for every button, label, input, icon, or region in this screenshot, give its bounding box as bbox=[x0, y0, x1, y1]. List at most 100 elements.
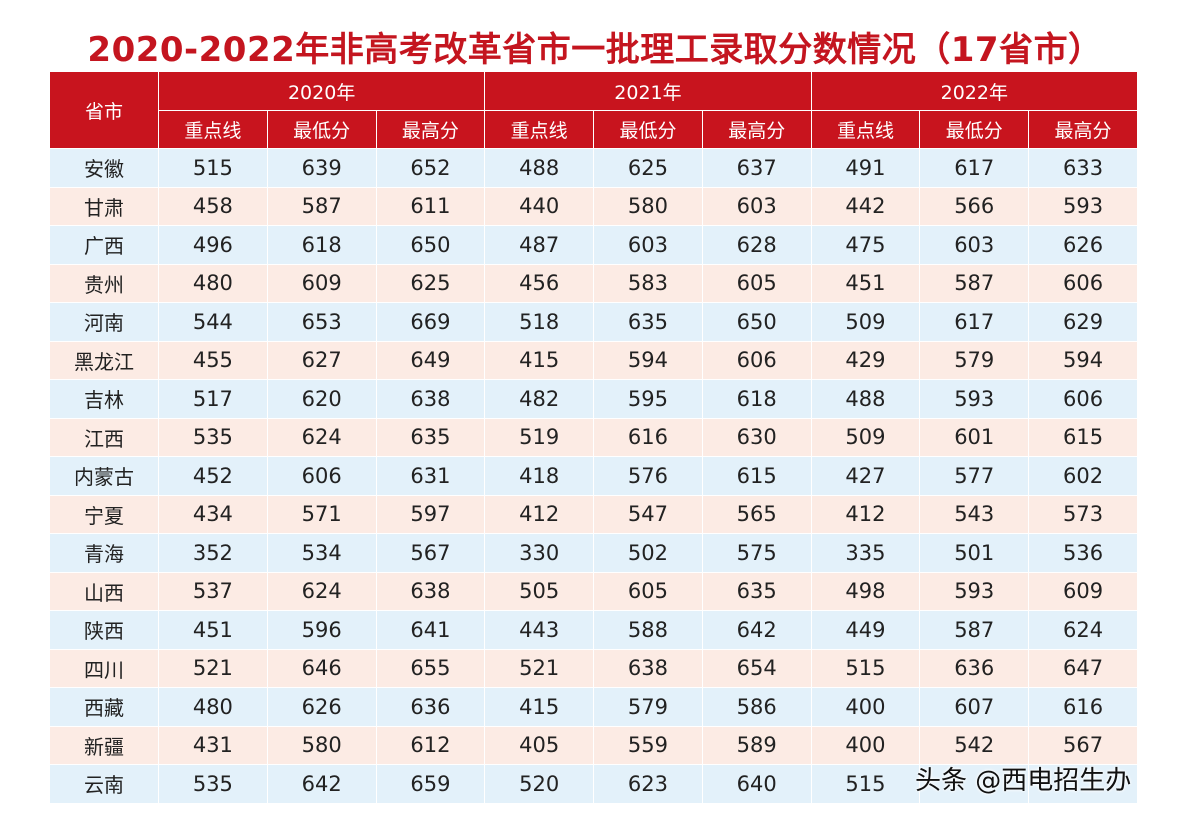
score-cell: 603 bbox=[593, 225, 703, 265]
province-cell: 广西 bbox=[50, 225, 159, 265]
score-cell: 534 bbox=[267, 533, 377, 573]
score-cell: 624 bbox=[267, 418, 377, 457]
score-cell: 638 bbox=[376, 379, 486, 419]
score-cell: 583 bbox=[593, 264, 703, 303]
score-cell: 618 bbox=[267, 225, 377, 265]
score-cell: 607 bbox=[919, 687, 1030, 727]
score-cell: 488 bbox=[484, 148, 595, 188]
score-cell: 547 bbox=[593, 495, 703, 534]
score-cell: 638 bbox=[593, 649, 703, 688]
score-cell: 611 bbox=[376, 187, 486, 226]
score-cell: 518 bbox=[484, 302, 595, 342]
score-cell: 535 bbox=[158, 418, 268, 457]
score-cell: 429 bbox=[811, 341, 921, 380]
score-cell: 515 bbox=[811, 764, 921, 804]
score-cell: 451 bbox=[158, 610, 268, 650]
year-header-2020: 2020年 bbox=[158, 72, 486, 111]
score-cell: 616 bbox=[593, 418, 703, 457]
score-cell: 579 bbox=[593, 687, 703, 727]
score-cell: 635 bbox=[702, 572, 812, 611]
score-cell: 577 bbox=[919, 456, 1030, 496]
score-cell: 650 bbox=[702, 302, 812, 342]
score-cell: 440 bbox=[484, 187, 595, 226]
table-row: 山西 537 624 638 505 605 635 498 593 609 bbox=[50, 572, 1138, 611]
score-cell: 576 bbox=[593, 456, 703, 496]
score-cell: 452 bbox=[158, 456, 268, 496]
score-cell: 542 bbox=[919, 726, 1030, 765]
province-cell: 四川 bbox=[50, 649, 159, 688]
score-cell: 488 bbox=[811, 379, 921, 419]
metric-header: 最高分 bbox=[1028, 110, 1138, 149]
score-cell: 565 bbox=[702, 495, 812, 534]
score-cell: 593 bbox=[919, 572, 1030, 611]
score-cell: 640 bbox=[702, 764, 812, 804]
score-cell: 509 bbox=[811, 302, 921, 342]
score-cell: 649 bbox=[376, 341, 486, 380]
score-cell: 501 bbox=[919, 533, 1030, 573]
score-cell: 515 bbox=[811, 649, 921, 688]
score-cell: 571 bbox=[267, 495, 377, 534]
score-cell: 603 bbox=[919, 225, 1030, 265]
score-cell: 475 bbox=[811, 225, 921, 265]
score-cell: 618 bbox=[702, 379, 812, 419]
score-cell: 659 bbox=[376, 764, 486, 804]
score-cell: 615 bbox=[1028, 418, 1138, 457]
score-cell: 593 bbox=[1028, 187, 1138, 226]
score-cell: 637 bbox=[702, 148, 812, 188]
score-cell: 580 bbox=[593, 187, 703, 226]
metric-header: 最低分 bbox=[919, 110, 1030, 149]
province-cell: 河南 bbox=[50, 302, 159, 342]
score-cell: 636 bbox=[376, 687, 486, 727]
score-cell: 626 bbox=[267, 687, 377, 727]
table-row: 黑龙江 455 627 649 415 594 606 429 579 594 bbox=[50, 341, 1138, 380]
score-cell: 612 bbox=[376, 726, 486, 765]
score-cell: 623 bbox=[593, 764, 703, 804]
score-cell bbox=[1028, 764, 1138, 804]
header-row-metrics: 重点线 最低分 最高分 重点线 最低分 最高分 重点线 最低分 最高分 bbox=[50, 110, 1138, 149]
score-cell: 653 bbox=[267, 302, 377, 342]
score-cell bbox=[919, 764, 1030, 804]
province-cell: 陕西 bbox=[50, 610, 159, 650]
province-cell: 甘肃 bbox=[50, 187, 159, 226]
score-cell: 587 bbox=[919, 610, 1030, 650]
score-cell: 633 bbox=[1028, 148, 1138, 188]
score-cell: 625 bbox=[376, 264, 486, 303]
metric-header: 最高分 bbox=[376, 110, 486, 149]
table-row: 西藏 480 626 636 415 579 586 400 607 616 bbox=[50, 687, 1138, 727]
score-cell: 520 bbox=[484, 764, 595, 804]
score-cell: 606 bbox=[1028, 379, 1138, 419]
score-cell: 586 bbox=[702, 687, 812, 727]
score-cell: 456 bbox=[484, 264, 595, 303]
score-cell: 415 bbox=[484, 687, 595, 727]
score-cell: 587 bbox=[919, 264, 1030, 303]
score-cell: 647 bbox=[1028, 649, 1138, 688]
score-cell: 606 bbox=[1028, 264, 1138, 303]
table-row: 宁夏 434 571 597 412 547 565 412 543 573 bbox=[50, 495, 1138, 534]
score-cell: 602 bbox=[1028, 456, 1138, 496]
score-cell: 431 bbox=[158, 726, 268, 765]
score-cell: 509 bbox=[811, 418, 921, 457]
score-cell: 415 bbox=[484, 341, 595, 380]
score-cell: 601 bbox=[919, 418, 1030, 457]
score-cell: 451 bbox=[811, 264, 921, 303]
score-cell: 449 bbox=[811, 610, 921, 650]
table-row: 四川 521 646 655 521 638 654 515 636 647 bbox=[50, 649, 1138, 688]
score-cell: 567 bbox=[1028, 726, 1138, 765]
score-cell: 650 bbox=[376, 225, 486, 265]
score-cell: 642 bbox=[267, 764, 377, 804]
score-cell: 593 bbox=[919, 379, 1030, 419]
metric-header: 重点线 bbox=[484, 110, 595, 149]
score-cell: 620 bbox=[267, 379, 377, 419]
score-cell: 412 bbox=[811, 495, 921, 534]
score-cell: 427 bbox=[811, 456, 921, 496]
score-cell: 535 bbox=[158, 764, 268, 804]
table-row: 河南 544 653 669 518 635 650 509 617 629 bbox=[50, 302, 1138, 342]
score-cell: 515 bbox=[158, 148, 268, 188]
score-cell: 567 bbox=[376, 533, 486, 573]
table-row: 青海 352 534 567 330 502 575 335 501 536 bbox=[50, 533, 1138, 573]
score-cell: 579 bbox=[919, 341, 1030, 380]
score-cell: 625 bbox=[593, 148, 703, 188]
score-cell: 642 bbox=[702, 610, 812, 650]
province-cell: 吉林 bbox=[50, 379, 159, 419]
score-cell: 638 bbox=[376, 572, 486, 611]
